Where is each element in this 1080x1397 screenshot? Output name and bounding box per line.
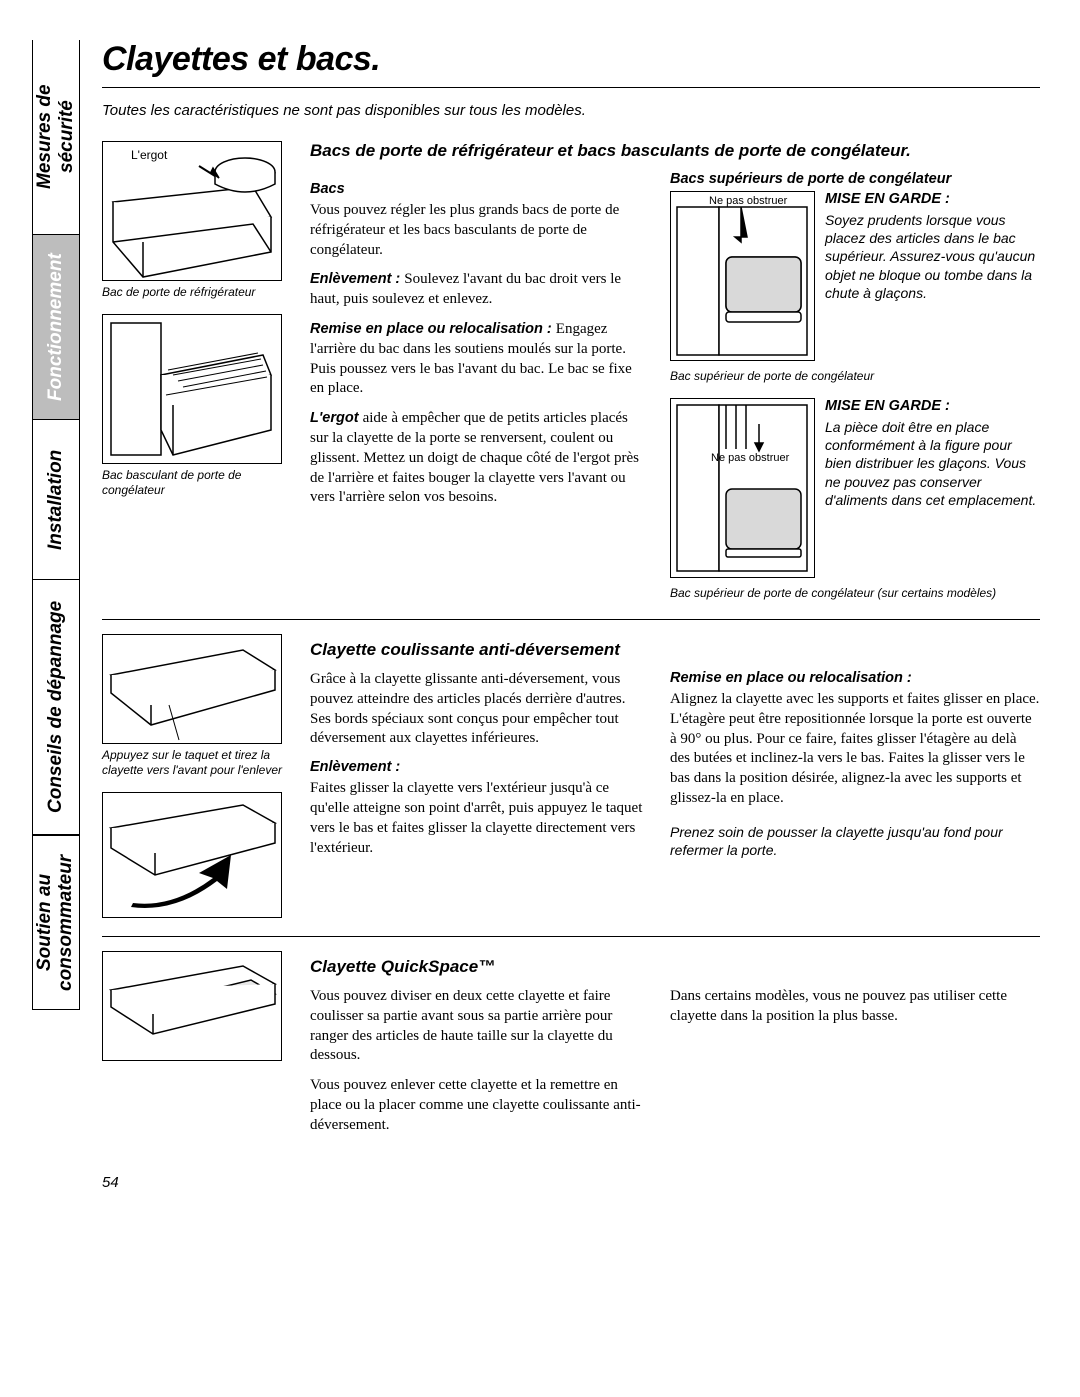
section2-title: Clayette coulissante anti-déversement — [310, 640, 1040, 660]
caption-fridge-bin: Bac de porte de réfrigérateur — [102, 285, 292, 300]
section2-replace-text: Alignez la clayette avec les supports et… — [670, 690, 1040, 809]
svg-text:Ne pas obstruer: Ne pas obstruer — [709, 195, 788, 207]
tab-label: Soutien au consommateur — [35, 850, 77, 995]
page-subtitle: Toutes les caractéristiques ne sont pas … — [102, 102, 1040, 119]
section2-removal-heading: Enlèvement : — [310, 759, 644, 775]
tab-label: Fonctionnement — [45, 253, 67, 401]
bacs-ergot: L'ergot aide à empêcher que de petits ar… — [310, 409, 644, 508]
tab-label: Installation — [45, 449, 67, 549]
bacs-p1: Vous pouvez régler les plus grands bacs … — [310, 201, 644, 260]
diagram-ergot-label: L'ergot — [131, 148, 168, 162]
tab-label: Mesures de sécurité — [34, 54, 78, 220]
tab-label: Conseils de dépannage — [45, 601, 67, 813]
section-rule-1 — [102, 619, 1040, 620]
tab-installation[interactable]: Installation — [32, 420, 80, 580]
caption-freezer-tilt: Bac basculant de porte de congélateur — [102, 468, 292, 498]
caution-label-1: MISE EN GARDE : — [825, 191, 1040, 207]
section3-p1: Vous pouvez diviser en deux cette clayet… — [310, 987, 644, 1066]
page-number: 54 — [102, 1174, 1040, 1191]
caption-upper-freezer-1: Bac supérieur de porte de congélateur — [670, 369, 1040, 384]
caution-text-1: Soyez prudents lorsque vous placez des a… — [825, 211, 1040, 302]
caution-label-2: MISE EN GARDE : — [825, 398, 1040, 414]
bacs-replace: Remise en place ou relocalisation : Enga… — [310, 320, 644, 399]
title-rule — [102, 87, 1040, 88]
diagram-quickspace — [102, 951, 282, 1061]
section-rule-2 — [102, 936, 1040, 937]
sidebar-tabs: Mesures de sécurité Fonctionnement Insta… — [30, 40, 82, 1191]
caption-slide-shelf: Appuyez sur le taquet et tirez la clayet… — [102, 748, 292, 778]
page-title: Clayettes et bacs. — [102, 40, 1040, 79]
tab-soutien-consommateur[interactable]: Soutien au consommateur — [32, 835, 80, 1010]
removal-label: Enlèvement : — [310, 271, 404, 287]
section3-p2: Vous pouvez enlever cette clayette et la… — [310, 1076, 644, 1135]
tab-fonctionnement[interactable]: Fonctionnement — [32, 235, 80, 420]
diagram-freezer-tilt-bin — [102, 314, 282, 464]
diagram-upper-freezer-2: Ne pas obstruer — [670, 398, 815, 578]
section2-p1: Grâce à la clayette glissante anti-déver… — [310, 670, 644, 749]
ergot-label: L'ergot — [310, 410, 363, 426]
diagram-slide-shelf-1 — [102, 634, 282, 744]
section2-removal-text: Faites glisser la clayette vers l'extéri… — [310, 779, 644, 858]
bacs-removal: Enlèvement : Soulevez l'avant du bac dro… — [310, 270, 644, 310]
diagram-upper-freezer-1: Ne pas obstruer — [670, 191, 815, 361]
section3-title: Clayette QuickSpace™ — [310, 957, 1040, 977]
section2-note: Prenez soin de pousser la clayette jusqu… — [670, 823, 1040, 859]
bacs-heading: Bacs — [310, 181, 644, 197]
section2-replace-heading: Remise en place ou relocalisation : — [670, 670, 1040, 686]
svg-text:Ne pas obstruer: Ne pas obstruer — [711, 452, 790, 464]
caution-text-2: La pièce doit être en place conformément… — [825, 418, 1040, 509]
diagram-slide-shelf-2 — [102, 792, 282, 918]
diagram-fridge-bin: L'ergot — [102, 141, 282, 281]
tab-conseils-depannage[interactable]: Conseils de dépannage — [32, 580, 80, 835]
section1-title: Bacs de porte de réfrigérateur et bacs b… — [310, 141, 1040, 161]
replace-label: Remise en place ou relocalisation : — [310, 321, 556, 337]
caption-upper-freezer-2: Bac supérieur de porte de congélateur (s… — [670, 586, 1040, 601]
page-content: Clayettes et bacs. Toutes les caractéris… — [102, 40, 1040, 1191]
tab-mesures-securite[interactable]: Mesures de sécurité — [32, 40, 80, 235]
upper-freezer-heading: Bacs supérieurs de porte de congélateur — [670, 171, 1040, 187]
section3-p3: Dans certains modèles, vous ne pouvez pa… — [670, 987, 1040, 1027]
